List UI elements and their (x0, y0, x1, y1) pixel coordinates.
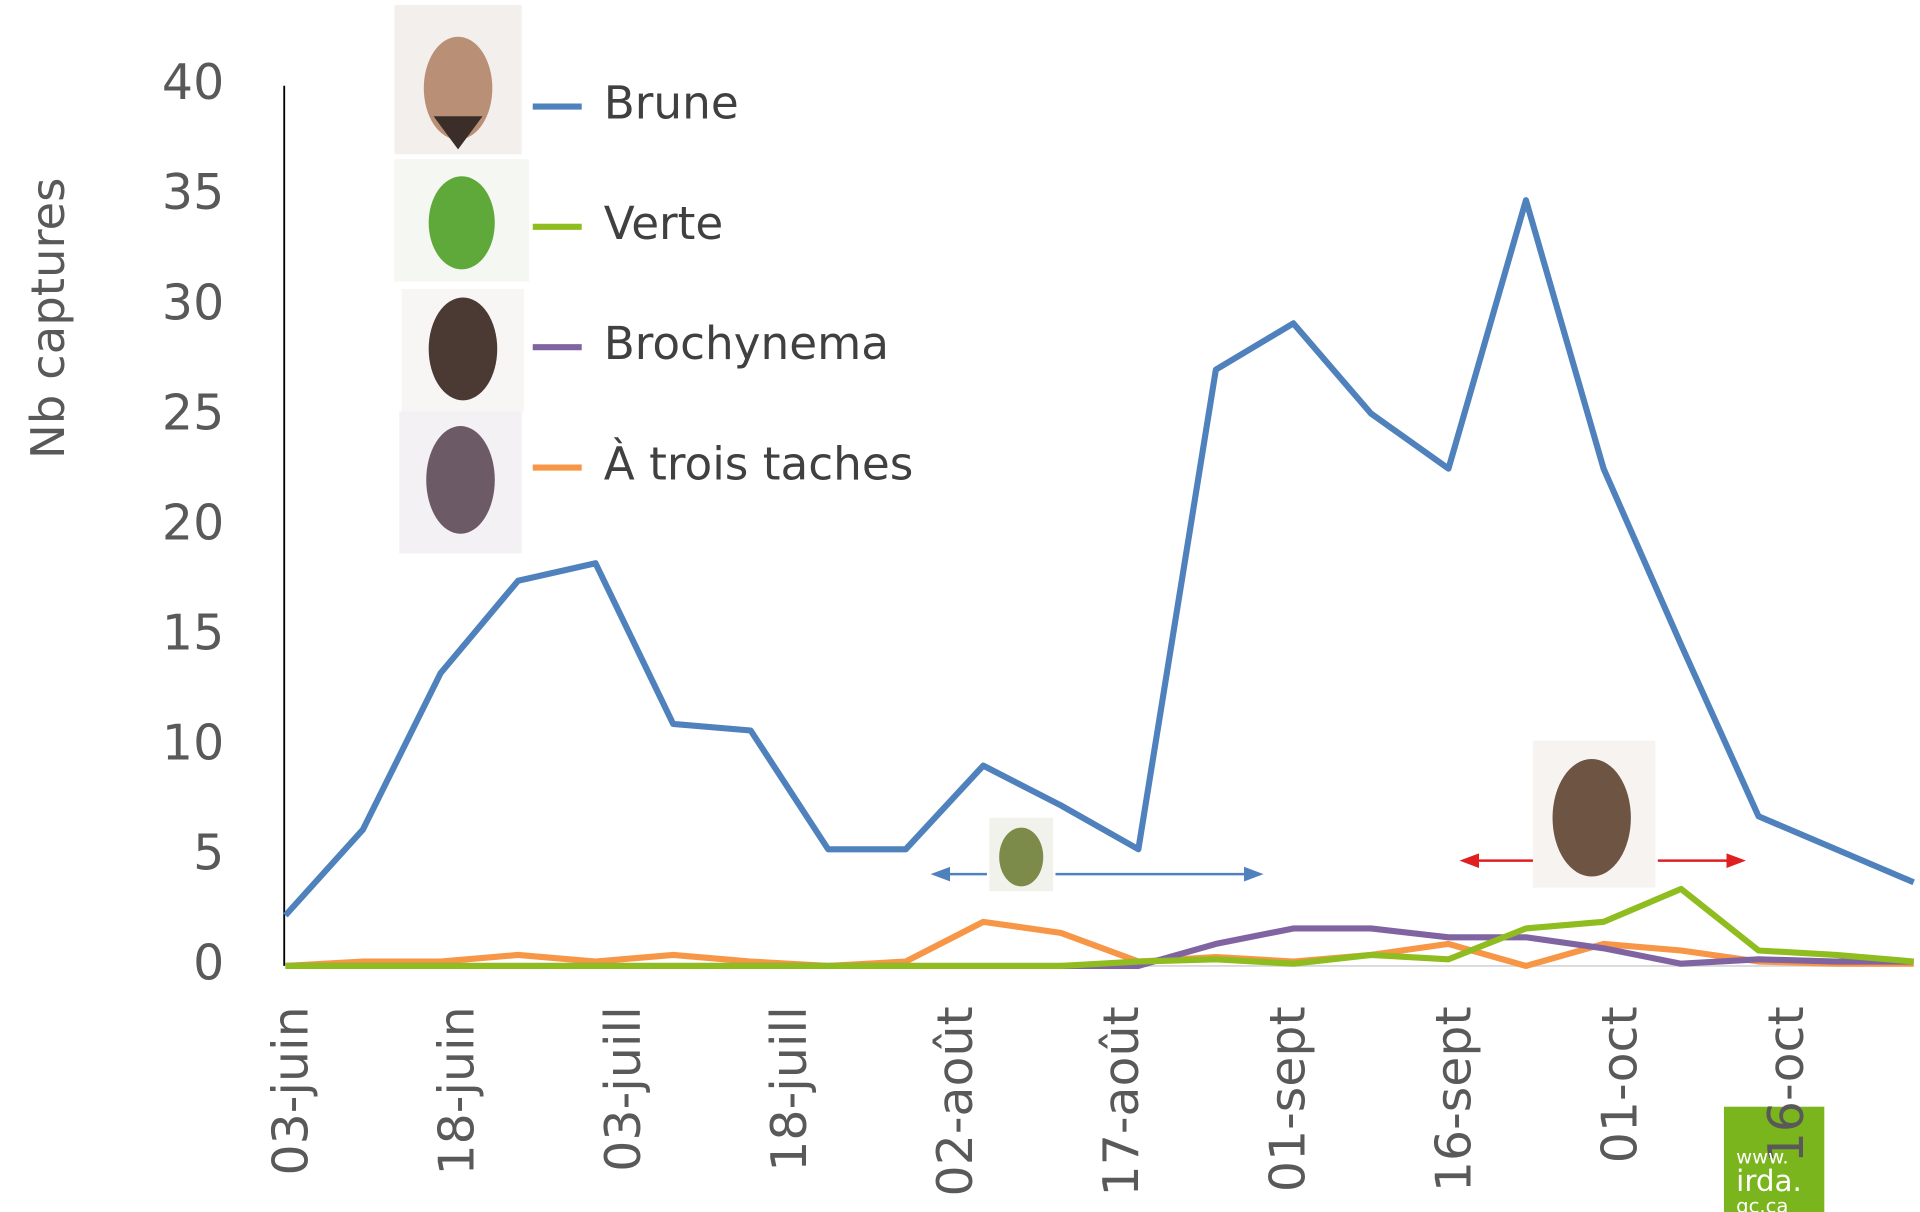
y-tick-label: 40 (162, 54, 224, 111)
y-axis-label: Nb captures (21, 178, 75, 459)
x-tick-label: 16-sept (1426, 1006, 1483, 1192)
legend-label: Verte (604, 197, 724, 250)
y-tick-label: 30 (162, 274, 224, 331)
x-tick-label: 01-sept (1259, 1006, 1316, 1192)
y-tick-label: 25 (162, 384, 224, 441)
x-tick-label: 16-oct (1758, 1006, 1815, 1163)
x-tick-label: 03-juill (595, 1006, 652, 1171)
y-tick-label: 35 (162, 164, 224, 221)
y-tick-label: 0 (193, 934, 224, 991)
logo-text: qc.ca (1736, 1195, 1788, 1212)
y-tick-label: 5 (193, 824, 224, 881)
x-tick-label: 18-juill (761, 1006, 818, 1171)
data-line (285, 200, 1913, 915)
legend-images (394, 5, 529, 553)
legend-label: À trois taches (604, 438, 914, 491)
x-tick-label: 17-août (1093, 1006, 1150, 1196)
x-tick-label: 01-oct (1592, 1006, 1649, 1163)
logo-text: irda. (1736, 1164, 1802, 1198)
y-tick-label: 10 (162, 714, 224, 771)
annotation (940, 741, 1736, 892)
x-tick-label: 03-juin (263, 1006, 320, 1175)
legend-label: Brochynema (604, 317, 889, 370)
x-tick-label: 18-juin (429, 1006, 486, 1175)
legend-label: Brune (604, 77, 739, 130)
x-tick-label: 02-août (927, 1006, 984, 1196)
y-tick-label: 15 (162, 604, 224, 661)
chart: Nb captures 0 5 10 15 20 25 30 35 40 03-juin 18-ju… (0, 0, 1920, 1212)
y-tick-label: 20 (162, 494, 224, 551)
